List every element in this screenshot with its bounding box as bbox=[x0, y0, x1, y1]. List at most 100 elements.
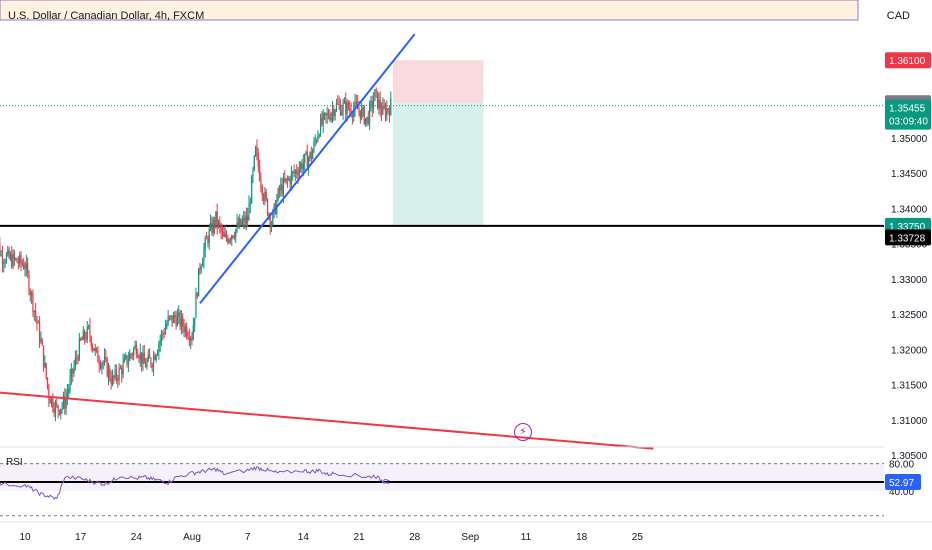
candle-body-16 bbox=[13, 253, 15, 259]
y-tick-1.35000: 1.35000 bbox=[891, 134, 928, 145]
candle-body-110 bbox=[138, 357, 140, 360]
candle-body-221 bbox=[285, 178, 287, 182]
candle-body-51 bbox=[60, 408, 62, 414]
rsi-level-40: 40.00 bbox=[889, 487, 914, 498]
candle-body-161 bbox=[205, 238, 208, 240]
candle-body-65 bbox=[78, 338, 80, 360]
candle-body-263 bbox=[341, 111, 343, 115]
candle-body-162 bbox=[207, 238, 209, 243]
x-tick-18: 18 bbox=[576, 532, 588, 543]
candle-body-8 bbox=[3, 262, 5, 264]
candle-body-55 bbox=[65, 397, 67, 409]
candle-body-59 bbox=[70, 368, 72, 378]
candle-body-139 bbox=[176, 315, 179, 326]
candle-body-236 bbox=[305, 152, 307, 154]
candle-body-192 bbox=[247, 215, 249, 221]
candle-body-284 bbox=[369, 103, 371, 124]
candle-body-273 bbox=[354, 101, 356, 110]
candle-body-148 bbox=[188, 337, 190, 341]
candle-body-91 bbox=[113, 376, 115, 378]
candle-body-193 bbox=[248, 204, 250, 221]
candle-body-294 bbox=[382, 105, 384, 115]
candle-body-210 bbox=[270, 224, 273, 227]
candle-body-215 bbox=[277, 188, 279, 200]
candle-body-155 bbox=[198, 267, 200, 297]
rsi-line bbox=[0, 466, 390, 500]
candle-body-169 bbox=[216, 211, 218, 226]
candle-body-17 bbox=[15, 258, 17, 260]
y-tick-1.30500: 1.30500 bbox=[891, 451, 928, 462]
candle-body-96 bbox=[119, 368, 122, 370]
rsi-band bbox=[0, 463, 884, 491]
candle-body-245 bbox=[317, 135, 319, 142]
candle-body-25 bbox=[25, 263, 27, 269]
stop-loss-zone bbox=[392, 60, 484, 104]
candle-body-105 bbox=[131, 354, 133, 356]
candle-body-232 bbox=[300, 163, 302, 169]
candle-body-133 bbox=[168, 316, 171, 318]
x-tick-28: 28 bbox=[409, 532, 421, 543]
candle-body-68 bbox=[82, 330, 84, 340]
candle-body-187 bbox=[240, 218, 242, 225]
y-tick-1.34000: 1.34000 bbox=[891, 204, 928, 215]
candle-body-75 bbox=[91, 346, 94, 349]
candle-body-274 bbox=[355, 101, 357, 104]
candle-body-252 bbox=[326, 113, 328, 116]
candle-body-66 bbox=[80, 338, 82, 340]
candle-body-46 bbox=[53, 408, 55, 413]
candle-body-80 bbox=[98, 362, 100, 365]
candle-body-227 bbox=[293, 171, 295, 174]
candle-body-45 bbox=[52, 397, 54, 409]
candle-body-229 bbox=[296, 170, 298, 174]
candle-body-140 bbox=[178, 312, 180, 316]
candle-body-266 bbox=[345, 100, 347, 115]
candle-body-53 bbox=[62, 396, 65, 406]
candle-body-233 bbox=[301, 163, 303, 170]
candle-body-30 bbox=[32, 292, 34, 312]
candle-body-144 bbox=[183, 326, 185, 332]
candle-body-83 bbox=[102, 362, 104, 364]
candle-body-283 bbox=[367, 116, 369, 124]
candle-body-107 bbox=[134, 345, 136, 349]
price-tag-label-1.33750: 1.33750 bbox=[889, 222, 926, 233]
candle-body-200 bbox=[257, 153, 259, 167]
candle-body-277 bbox=[359, 110, 361, 119]
candle-body-159 bbox=[203, 249, 205, 263]
candle-body-286 bbox=[371, 100, 373, 108]
header-banner bbox=[0, 0, 859, 21]
y-tick-1.33000: 1.33000 bbox=[891, 275, 928, 286]
candle-body-121 bbox=[152, 355, 155, 368]
candle-body-79 bbox=[97, 349, 99, 363]
candle-body-280 bbox=[363, 106, 365, 124]
candle-body-42 bbox=[48, 386, 50, 400]
candle-body-172 bbox=[220, 225, 222, 232]
candle-body-175 bbox=[224, 233, 226, 237]
candle-body-49 bbox=[57, 405, 59, 411]
candle-body-122 bbox=[154, 355, 156, 360]
candle-body-123 bbox=[155, 355, 157, 360]
candle-body-249 bbox=[322, 113, 324, 125]
candle-body-146 bbox=[186, 326, 188, 337]
candle-body-103 bbox=[129, 354, 131, 361]
candle-body-84 bbox=[103, 356, 106, 363]
x-tick-24: 24 bbox=[131, 532, 143, 543]
candle-body-220 bbox=[284, 178, 286, 182]
last-price-label: 1.35455 bbox=[889, 104, 926, 115]
candle-body-257 bbox=[333, 109, 335, 117]
candle-body-211 bbox=[272, 210, 274, 225]
candle-body-219 bbox=[282, 178, 285, 195]
candle-body-90 bbox=[111, 376, 114, 384]
candle-body-124 bbox=[156, 352, 159, 356]
candle-body-223 bbox=[288, 178, 290, 180]
candle-body-168 bbox=[215, 211, 217, 226]
price-tag-1.36100 bbox=[885, 52, 931, 69]
candle-body-19 bbox=[17, 262, 19, 264]
candle-body-60 bbox=[72, 368, 74, 374]
lightning-bolt-icon[interactable]: ⚡ bbox=[514, 423, 532, 441]
candle-body-12 bbox=[8, 249, 10, 258]
candle-body-267 bbox=[346, 102, 348, 115]
candle-body-189 bbox=[243, 217, 245, 222]
candle-body-18 bbox=[16, 258, 18, 263]
candle-body-207 bbox=[266, 199, 269, 215]
